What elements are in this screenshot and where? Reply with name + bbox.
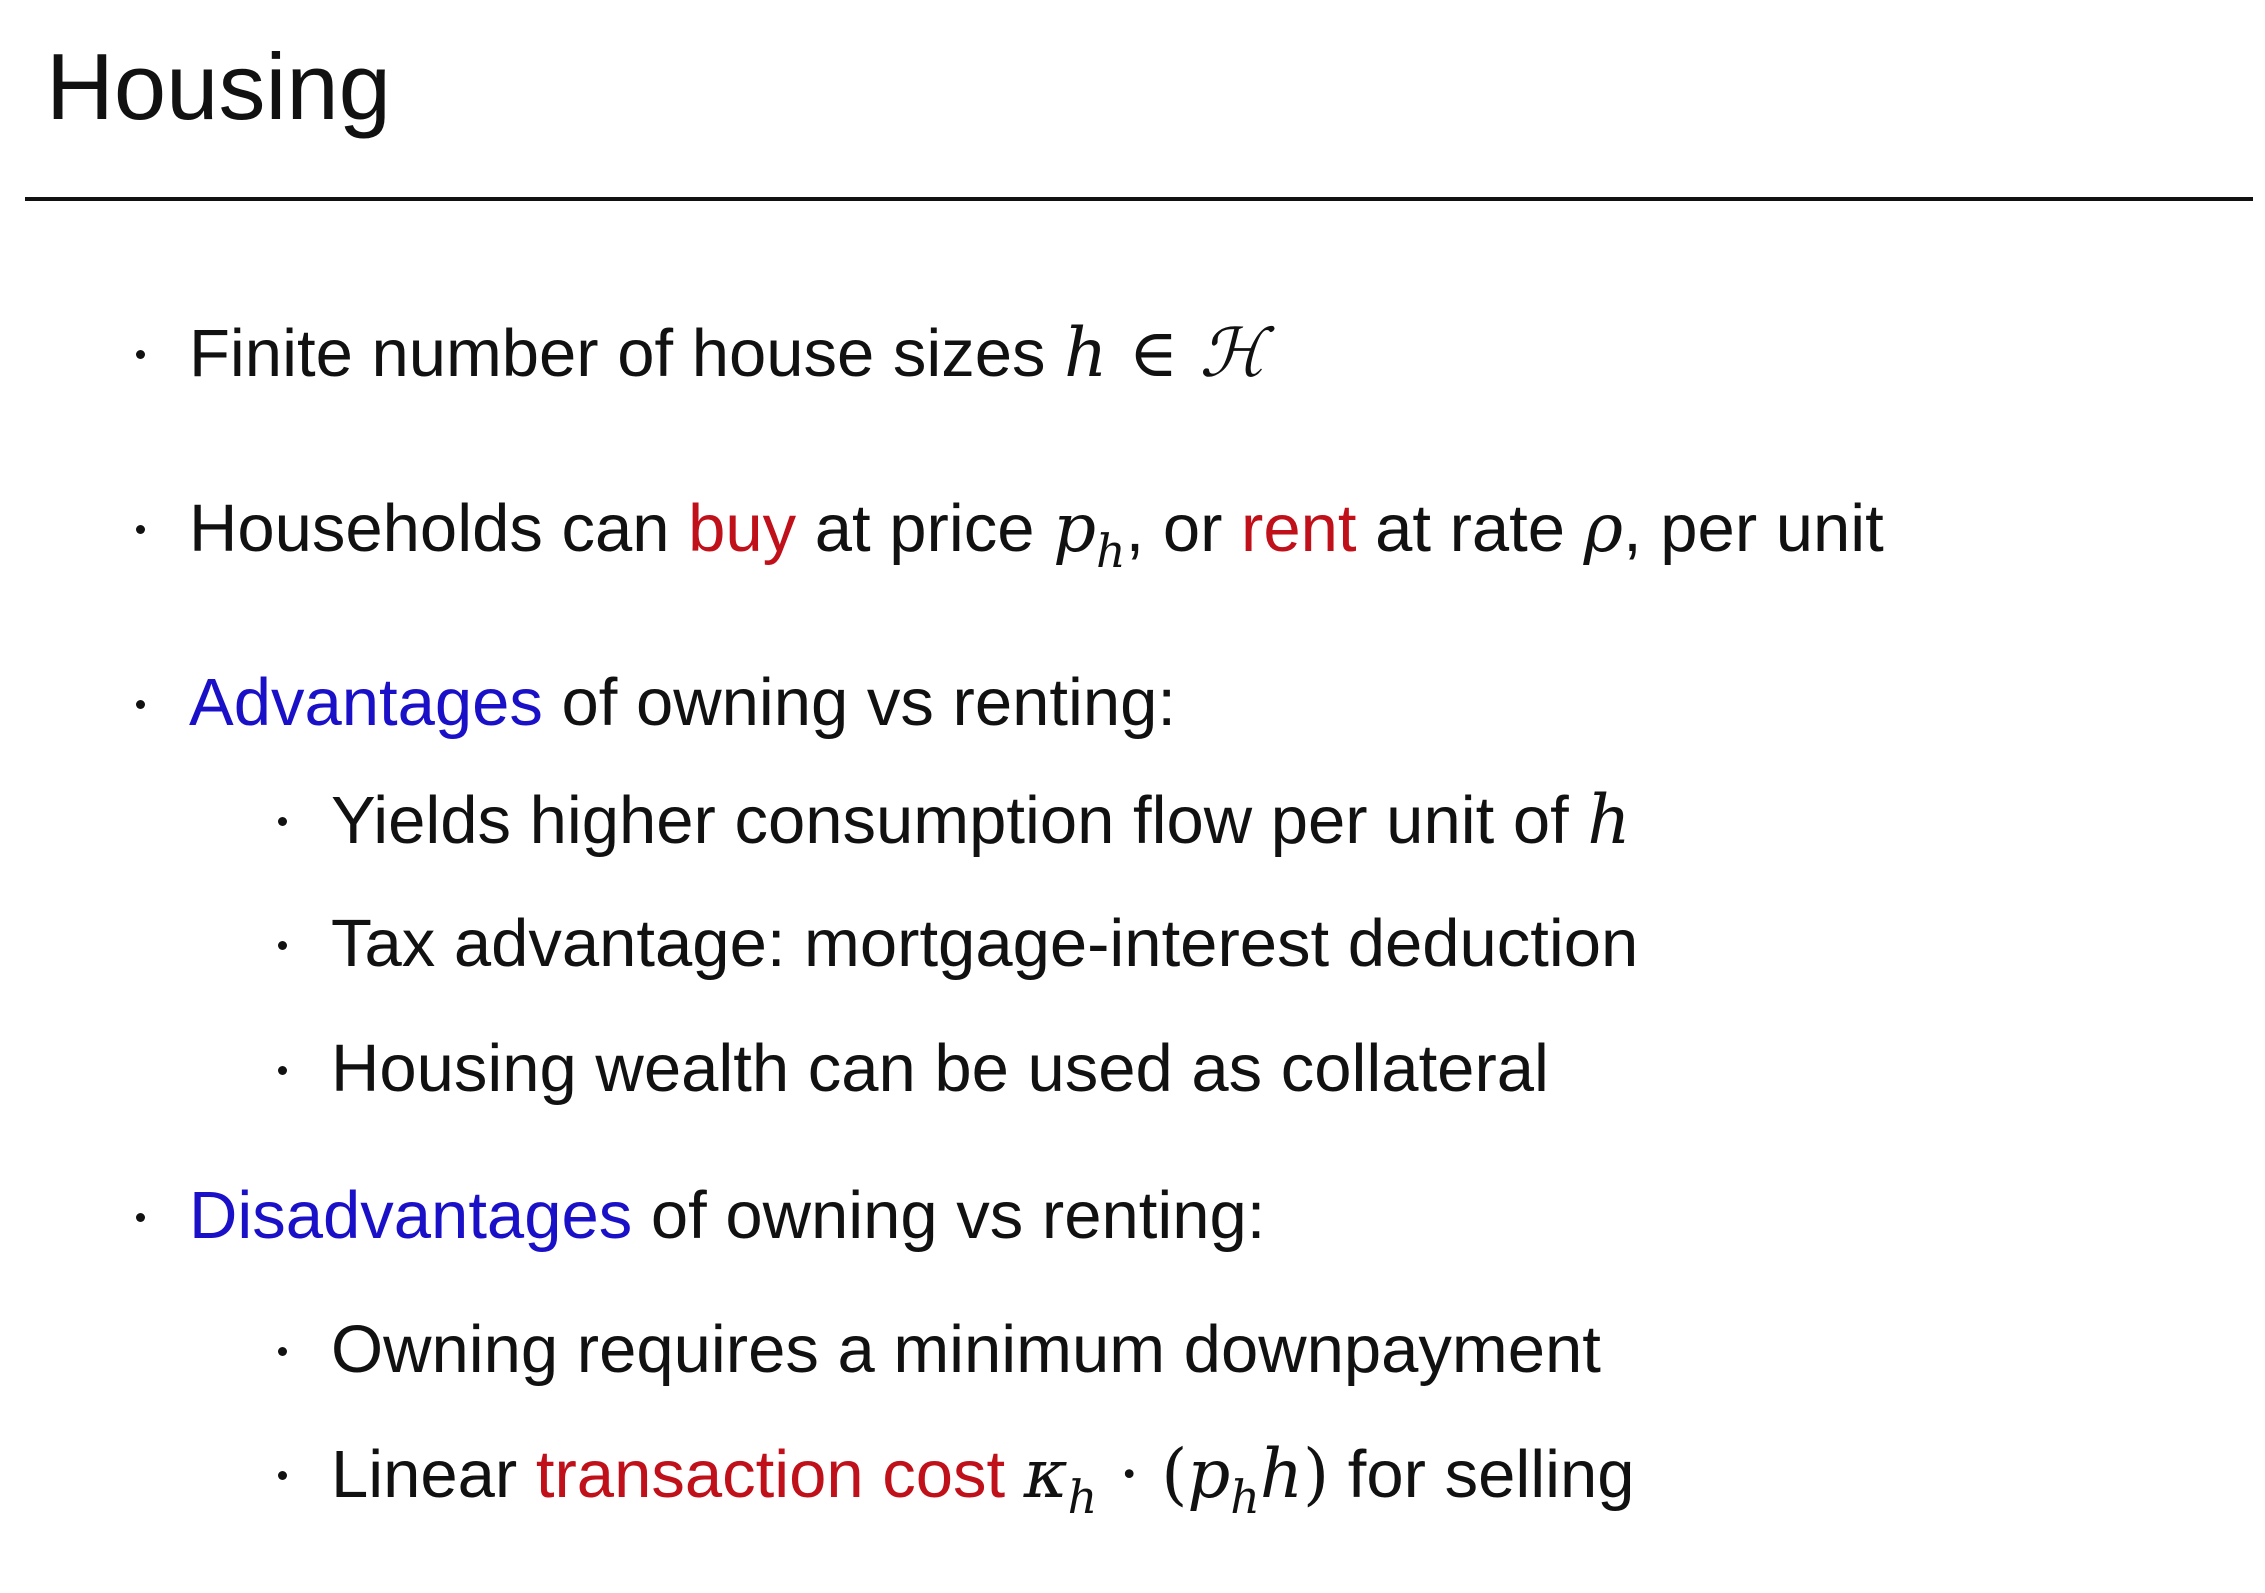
bullet-text-part: Households can: [189, 491, 689, 566]
buy-highlight: buy: [688, 491, 797, 566]
transaction-cost-highlight: transaction cost: [535, 1437, 1006, 1512]
math-set-H: ℋ: [1199, 314, 1266, 392]
bullet-text-part: of owning vs renting:: [542, 665, 1177, 740]
sub-bullet-downpayment: Owning requires a minimum downpayment: [278, 1305, 1601, 1395]
math-h: h: [1259, 1435, 1304, 1513]
bullet-text-part: of owning vs renting:: [632, 1178, 1266, 1253]
bullet-text-part: at rate: [1356, 491, 1584, 566]
bullet-dot: [136, 525, 145, 534]
bullet-house-sizes: Finite number of house sizes h ∈ ℋ: [136, 308, 1266, 399]
bullet-advantages: Advantages of owning vs renting:: [136, 658, 1177, 748]
sub-bullet-transaction-cost: Linear transaction cost κh · (phh) for s…: [278, 1429, 1635, 1526]
bullet-dot: [278, 1347, 287, 1356]
bullet-dot: [136, 700, 145, 709]
math-cdot-paren: · (: [1097, 1435, 1188, 1513]
sub-bullet-collateral: Housing wealth can be used as collateral: [278, 1024, 1549, 1114]
sub-bullet-text: Yields higher consumption flow per unit …: [331, 783, 1588, 858]
bullet-disadvantages: Disadvantages of owning vs renting:: [136, 1171, 1266, 1261]
bullet-dot: [278, 1066, 287, 1075]
math-h: h: [1064, 314, 1108, 392]
math-kappa-subscript: h: [1067, 1470, 1098, 1524]
bullet-dot: [278, 1471, 287, 1480]
bullet-text-part: , or: [1125, 491, 1242, 566]
rent-highlight: rent: [1241, 491, 1357, 566]
sub-bullet-consumption-flow: Yields higher consumption flow per unit …: [278, 775, 1631, 866]
math-close-paren: ): [1303, 1435, 1330, 1513]
sub-bullet-tax-advantage: Tax advantage: mortgage-interest deducti…: [278, 899, 1639, 989]
bullet-dot: [136, 1213, 145, 1222]
disadvantages-label: Disadvantages: [189, 1178, 633, 1253]
bullet-text-part: , per unit: [1623, 491, 1884, 566]
sub-bullet-text-part: for selling: [1329, 1437, 1635, 1512]
sub-bullet-text: Owning requires a minimum downpayment: [331, 1312, 1601, 1387]
math-p: p: [1187, 1435, 1231, 1513]
bullet-dot: [278, 941, 287, 950]
math-p: p: [1053, 489, 1096, 567]
math-element-of: ∈: [1107, 314, 1200, 392]
slide-title: Housing: [46, 34, 391, 139]
bullet-text: Finite number of house sizes: [189, 316, 1065, 391]
math-kappa: κ: [1023, 1435, 1068, 1513]
math-rho: ρ: [1583, 489, 1624, 567]
bullet-dot: [278, 817, 287, 826]
sub-bullet-text: Housing wealth can be used as collateral: [331, 1031, 1549, 1106]
sub-bullet-text: Tax advantage: mortgage-interest deducti…: [331, 906, 1639, 981]
advantages-label: Advantages: [189, 665, 543, 740]
math-h: h: [1587, 781, 1631, 859]
bullet-buy-or-rent: Households can buy at price ph, or rent …: [136, 483, 1884, 580]
sub-bullet-text-part: Linear: [331, 1437, 536, 1512]
math-p-subscript: h: [1230, 1470, 1260, 1524]
bullet-text-part: at price: [796, 491, 1054, 566]
bullet-dot: [136, 350, 145, 359]
math-p-subscript: h: [1095, 524, 1126, 578]
title-divider: [25, 197, 2253, 201]
